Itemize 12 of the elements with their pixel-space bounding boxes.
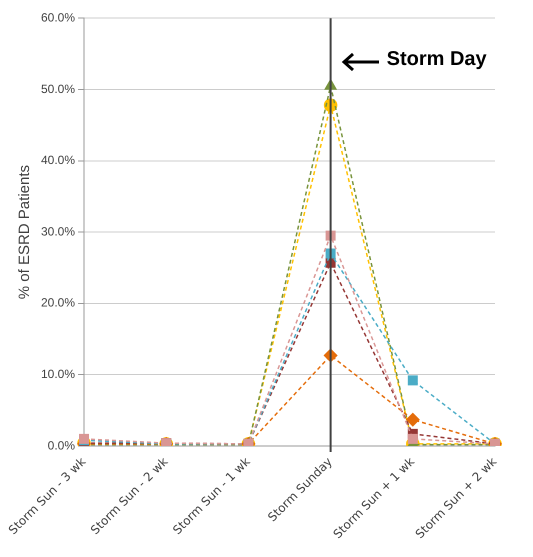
point bbox=[406, 412, 420, 426]
annotation: Storm Day bbox=[386, 48, 487, 72]
y-tick-label: 30.0% bbox=[40, 224, 76, 238]
y-tick-label: 0.0% bbox=[48, 438, 76, 452]
y-tick-label: 20.0% bbox=[40, 296, 76, 310]
y-tick-label: 10.0% bbox=[40, 367, 76, 382]
y-tick-label: 50.0% bbox=[40, 82, 76, 96]
y-axis-title: % of ESRD Patients bbox=[16, 164, 34, 300]
y-tick-label: 60.0% bbox=[40, 10, 76, 25]
point bbox=[408, 434, 418, 444]
y-tick-label: 40.0% bbox=[40, 153, 76, 168]
point bbox=[408, 375, 418, 386]
